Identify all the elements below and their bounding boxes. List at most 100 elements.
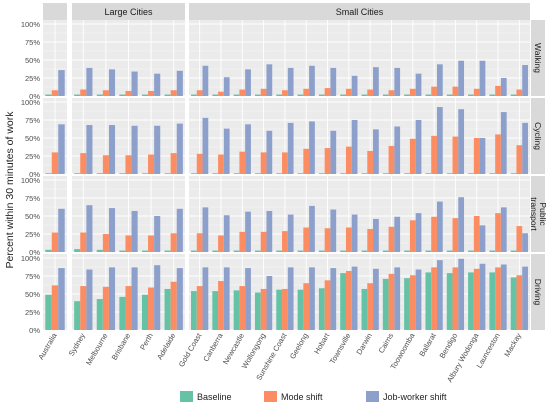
bar: [415, 269, 422, 330]
row-strip-label: Cycling: [533, 122, 543, 150]
bar: [468, 94, 474, 96]
bar: [404, 173, 410, 174]
bar: [212, 173, 219, 174]
y-tick-label: 75%: [25, 194, 40, 203]
bar: [367, 283, 374, 330]
x-tick-label: Townsville: [328, 332, 353, 366]
bar: [522, 233, 528, 252]
bar: [86, 205, 93, 252]
bar: [254, 173, 261, 174]
bar: [479, 225, 486, 252]
bar: [191, 94, 197, 96]
bar: [468, 250, 474, 252]
bar: [58, 268, 65, 330]
bar: [141, 294, 149, 330]
bar: [212, 250, 219, 252]
bar: [382, 94, 389, 96]
x-tick-label: Ballarat: [417, 331, 438, 358]
bar: [446, 250, 453, 252]
bar: [409, 275, 416, 330]
bar: [479, 138, 486, 174]
bar: [170, 233, 177, 252]
bar: [245, 268, 251, 330]
bar: [51, 152, 59, 174]
bar: [164, 94, 171, 96]
bar: [303, 148, 310, 174]
y-tick-label: 25%: [25, 308, 40, 317]
bar: [415, 120, 422, 174]
bar: [86, 125, 93, 174]
bar: [373, 129, 379, 174]
y-tick-label: 50%: [25, 134, 40, 143]
bar: [425, 250, 432, 252]
bar: [108, 267, 116, 330]
x-tick-label: Sydney: [67, 331, 87, 357]
facet-panel: [43, 20, 67, 97]
legend: Baseline Mode shift Job-worker shift: [180, 391, 447, 402]
bar: [254, 292, 261, 330]
bar: [409, 220, 416, 252]
bar: [96, 173, 103, 174]
facet-panel: [189, 98, 530, 175]
bar: [131, 125, 138, 174]
y-tick-label: 50%: [25, 56, 40, 65]
bar: [287, 267, 294, 330]
bar: [170, 281, 177, 330]
chart-panels: Large Cities Small Cities Walking 0% 25% 50% 7…: [21, 3, 548, 384]
bar: [148, 90, 155, 96]
bar: [282, 90, 288, 96]
bar: [80, 232, 87, 252]
bar: [58, 124, 65, 174]
bar: [45, 173, 52, 174]
bar: [202, 267, 209, 330]
bar: [80, 89, 87, 96]
legend-label: Mode shift: [281, 392, 323, 402]
bar: [340, 94, 346, 96]
bar: [522, 65, 528, 96]
bar: [276, 94, 283, 96]
x-tick-label: Hobart: [312, 331, 332, 356]
bar: [324, 228, 331, 252]
y-tick-label: 0%: [29, 326, 40, 335]
bar: [351, 266, 358, 330]
bar: [382, 173, 389, 174]
y-tick-label: 100%: [21, 20, 41, 29]
bar: [361, 250, 368, 252]
bar: [196, 286, 203, 330]
x-tick-label: Canberra: [201, 331, 225, 363]
bar: [282, 152, 288, 174]
bar: [218, 91, 224, 96]
bar: [303, 227, 310, 252]
facet-panel: [72, 254, 185, 331]
bar: [351, 214, 358, 252]
bar: [522, 266, 528, 330]
bar: [45, 294, 52, 330]
bar: [345, 227, 352, 252]
bar: [102, 155, 109, 174]
bar: [239, 89, 246, 96]
bar: [51, 232, 59, 252]
bar: [318, 250, 325, 252]
bar: [351, 75, 358, 96]
legend-label: Baseline: [197, 392, 232, 402]
column-strip: Large Cities: [72, 3, 185, 20]
bar: [510, 173, 517, 174]
bar: [119, 296, 126, 330]
bar: [125, 90, 132, 96]
bar: [473, 216, 480, 252]
bar: [446, 94, 453, 96]
bar: [382, 250, 389, 252]
facet-panel: [72, 20, 185, 97]
bar: [191, 291, 197, 330]
row-strip-label: Driving: [533, 279, 543, 306]
bar: [102, 234, 109, 252]
bar: [361, 288, 368, 330]
bar: [373, 67, 379, 96]
bar: [164, 173, 171, 174]
bar: [96, 249, 103, 252]
facet-panel: [189, 176, 530, 253]
bar: [287, 214, 294, 252]
bar: [394, 67, 401, 96]
y-tick-label: 50%: [25, 290, 40, 299]
